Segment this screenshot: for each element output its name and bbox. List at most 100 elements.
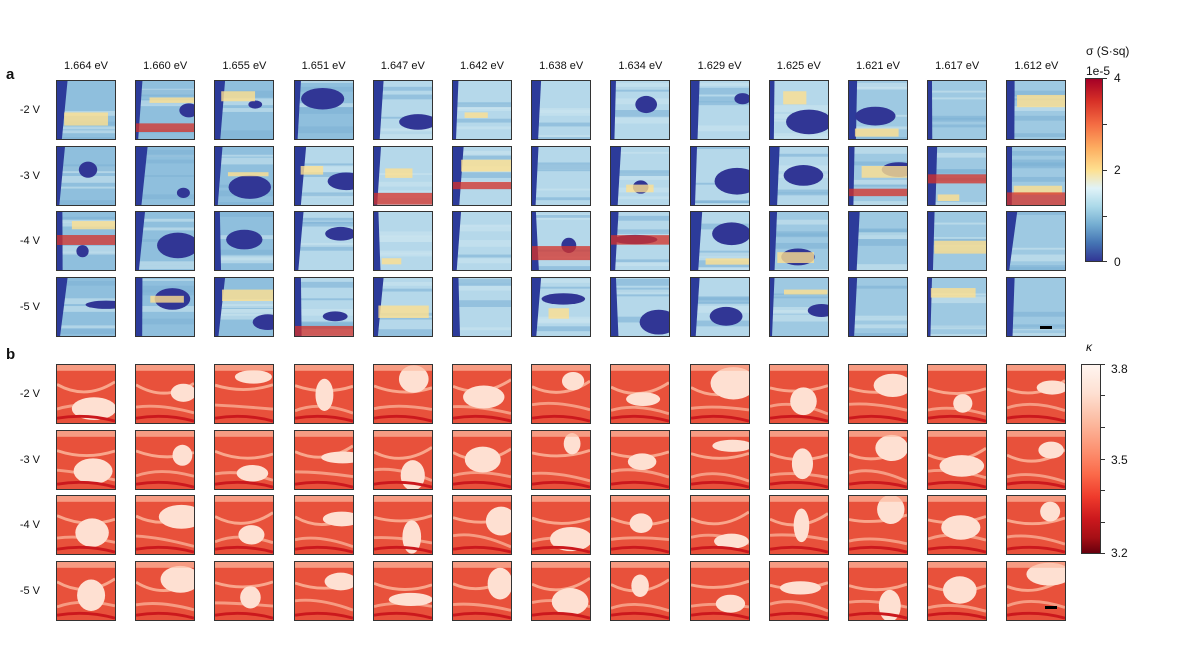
heatmap-tile [927, 277, 988, 337]
heatmap-tile [927, 364, 988, 424]
heatmap-tile [452, 146, 512, 206]
heatmap-tile [135, 495, 196, 555]
column-label: 1.660 eV [143, 60, 188, 72]
column-label: 1.655 eV [222, 60, 267, 72]
heatmap-tile [293, 146, 354, 206]
colorbar-a [1085, 78, 1103, 262]
heatmap-tile [293, 211, 354, 271]
heatmap-tile [372, 430, 433, 490]
column-label: 1.621 eV [855, 60, 901, 72]
colorbar-b-title: κ [1086, 340, 1092, 354]
heatmap-tile [848, 364, 908, 424]
colorbar-b-tick-bottom: 3.2 [1111, 546, 1128, 560]
column-label: 1.634 eV [618, 60, 663, 72]
heatmap-tile [848, 495, 908, 555]
heatmap-tile [293, 561, 354, 621]
heatmap-tile [768, 80, 829, 140]
heatmap-tile [1006, 495, 1067, 555]
heatmap-tile [214, 277, 275, 337]
heatmap-tile [1006, 561, 1067, 621]
heatmap-tile [56, 430, 116, 490]
colorbar-a-exponent: 1e-5 [1086, 64, 1111, 78]
heatmap-tile [56, 495, 116, 555]
heatmap-tile [610, 561, 671, 621]
heatmap-tile [293, 364, 354, 424]
heatmap-tile [610, 211, 671, 271]
heatmap-tile [56, 211, 116, 271]
heatmap-tile [610, 495, 671, 555]
heatmap-tile [689, 146, 750, 206]
heatmap-tile [372, 211, 433, 271]
heatmap-tile [531, 80, 592, 140]
heatmap-tile [56, 561, 116, 621]
heatmap-tile [56, 277, 116, 337]
heatmap-tile [135, 146, 196, 206]
heatmap-tile [56, 146, 116, 206]
column-label: 1.638 eV [539, 60, 584, 72]
heatmap-tile [689, 495, 750, 555]
heatmap-tile [610, 80, 671, 140]
row-label: -4 V [19, 519, 40, 531]
row-label: -3 V [19, 454, 40, 466]
colorbar-a-ticks [1103, 78, 1109, 262]
heatmap-tile [135, 364, 196, 424]
heatmap-tile [372, 146, 433, 206]
heatmap-tile [768, 211, 829, 271]
scale-bar-b [1045, 606, 1057, 609]
heatmap-tile [610, 430, 671, 490]
column-label: 1.629 eV [697, 60, 742, 72]
heatmap-tile [531, 277, 592, 337]
heatmap-tile [531, 430, 592, 490]
heatmap-tile [531, 495, 592, 555]
heatmap-tile [610, 146, 671, 206]
row-label: -4 V [19, 235, 40, 247]
column-label: 1.642 eV [459, 60, 505, 72]
heatmap-tile [56, 364, 116, 424]
heatmap-tile [610, 277, 671, 337]
heatmap-tile [214, 364, 275, 424]
heatmap-tile [214, 146, 275, 206]
heatmap-tile [135, 430, 196, 490]
heatmap-tile [848, 277, 908, 337]
heatmap-tile [372, 80, 433, 140]
heatmap-tile [452, 561, 512, 621]
heatmap-tile [372, 364, 433, 424]
heatmap-tile [848, 561, 908, 621]
heatmap-tile [135, 561, 196, 621]
heatmap-tile [1006, 211, 1067, 271]
panel-letter-b: b [6, 346, 16, 363]
heatmap-tile [927, 430, 988, 490]
heatmap-tile [214, 80, 275, 140]
heatmap-tile [452, 364, 512, 424]
row-label: -2 V [19, 104, 40, 116]
heatmap-tile [372, 277, 433, 337]
heatmap-tile [927, 80, 988, 140]
heatmap-tile [214, 430, 275, 490]
heatmap-tile [689, 277, 750, 337]
heatmap-tile [689, 80, 750, 140]
heatmap-tile [56, 80, 116, 140]
heatmap-tile [372, 561, 433, 621]
column-label: 1.625 eV [776, 60, 821, 72]
heatmap-tile [452, 80, 512, 140]
colorbar-b-ticks [1101, 364, 1107, 554]
heatmap-tile [214, 495, 275, 555]
heatmap-tile [452, 430, 512, 490]
scale-bar-a [1040, 326, 1052, 329]
row-label: -3 V [19, 170, 40, 182]
heatmap-tile [1006, 277, 1067, 337]
heatmap-tile [1006, 364, 1067, 424]
heatmap-tile [135, 211, 196, 271]
heatmap-tile [293, 80, 354, 140]
heatmap-tile [768, 146, 829, 206]
heatmap-tile [689, 364, 750, 424]
heatmap-tile [848, 80, 908, 140]
heatmap-tile [848, 211, 908, 271]
colorbar-a-title: σ (S·sq) [1086, 44, 1130, 58]
colorbar-b-tick-mid: 3.5 [1111, 453, 1128, 467]
heatmap-tile [927, 211, 988, 271]
heatmap-tile [452, 211, 512, 271]
heatmap-tile [768, 561, 829, 621]
colorbar-b [1081, 364, 1101, 554]
